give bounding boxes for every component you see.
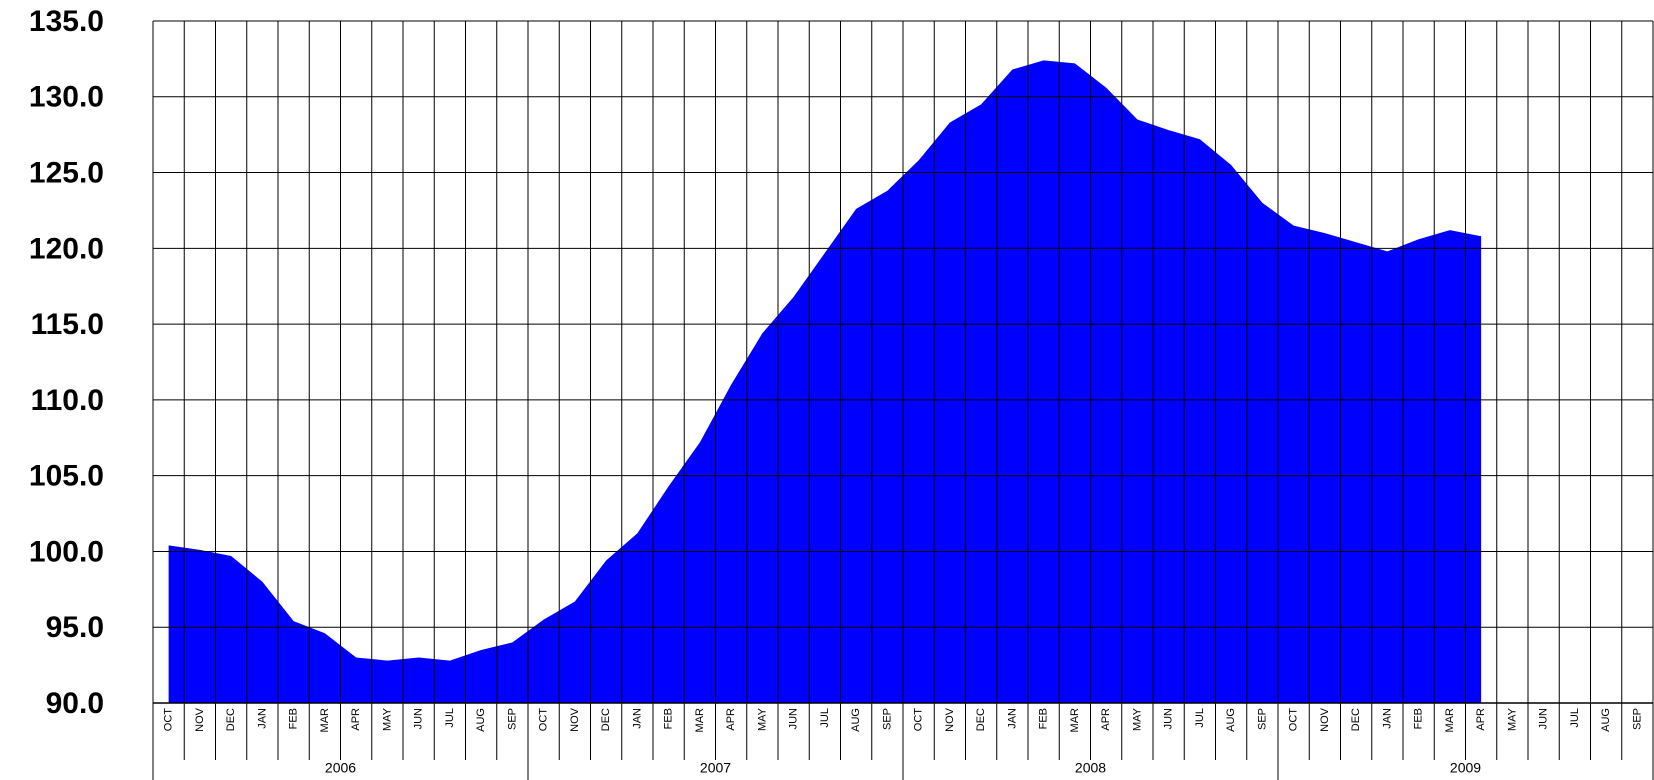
x-tick-label: FEB — [288, 708, 300, 729]
x-tick-label: FEB — [1413, 708, 1425, 729]
year-label: 2008 — [1075, 760, 1106, 776]
area — [168, 60, 1482, 704]
x-tick-label: JUN — [1538, 708, 1550, 729]
x-tick-label: MAR — [319, 708, 331, 733]
x-tick-label: JUL — [1569, 708, 1581, 728]
y-tick-label: 110.0 — [31, 384, 104, 417]
year-label: 2006 — [325, 760, 356, 776]
x-tick-label: MAR — [1444, 708, 1456, 733]
x-tick-label: JUN — [413, 708, 425, 729]
x-tick-label: MAR — [694, 708, 706, 733]
x-tick-label: MAY — [756, 707, 768, 731]
x-tick-label: MAR — [1069, 708, 1081, 733]
x-tick-label: JUN — [788, 708, 800, 729]
x-tick-label: DEC — [600, 708, 612, 731]
x-tick-label: AUG — [1600, 708, 1612, 732]
x-tick-label: JAN — [1006, 708, 1018, 729]
x-tick-label: JUN — [1163, 708, 1175, 729]
y-tick-label: 105.0 — [29, 460, 104, 493]
x-tick-label: NOV — [1319, 707, 1331, 732]
x-tick-label: SEP — [506, 708, 518, 730]
x-tick-label: FEB — [1038, 708, 1050, 729]
x-tick-label: APR — [350, 708, 362, 731]
x-tick-label: NOV — [194, 707, 206, 732]
x-tick-label: OCT — [1288, 708, 1300, 732]
x-tick-label: APR — [1475, 708, 1487, 731]
x-tick-label: SEP — [881, 708, 893, 730]
x-tick-label: DEC — [975, 708, 987, 731]
x-tick-label: JAN — [1381, 708, 1393, 729]
x-tick-label: AUG — [850, 708, 862, 732]
x-tick-label: MAY — [381, 707, 393, 731]
x-tick-label: JAN — [256, 708, 268, 729]
y-tick-label: 90.0 — [46, 687, 104, 720]
x-tick-label: JAN — [631, 708, 643, 729]
y-tick-label: 100.0 — [29, 535, 104, 568]
y-tick-label: 115.0 — [31, 308, 104, 341]
year-label: 2009 — [1450, 760, 1481, 776]
x-tick-label: OCT — [163, 708, 175, 732]
x-tick-label: SEP — [1631, 708, 1643, 730]
x-tick-label: OCT — [913, 708, 925, 732]
x-tick-label: DEC — [225, 708, 237, 731]
y-tick-label: 125.0 — [29, 156, 104, 189]
x-tick-label: APR — [1100, 708, 1112, 731]
x-tick-label: FEB — [663, 708, 675, 729]
x-tick-label: DEC — [1350, 708, 1362, 731]
x-tick-label: MAY — [1506, 707, 1518, 731]
y-tick-label: 95.0 — [46, 611, 104, 644]
x-tick-label: AUG — [475, 708, 487, 732]
x-tick-label: SEP — [1256, 708, 1268, 730]
x-tick-label: NOV — [569, 707, 581, 732]
x-tick-label: APR — [725, 708, 737, 731]
x-tick-label: MAY — [1131, 707, 1143, 731]
x-tick-label: OCT — [538, 708, 550, 732]
y-tick-label: 130.0 — [29, 81, 104, 114]
y-tick-label: 135.0 — [29, 5, 104, 38]
x-tick-label: JUL — [819, 708, 831, 728]
x-tick-label: JUL — [444, 708, 456, 728]
x-tick-label: JUL — [1194, 708, 1206, 728]
x-tick-label: NOV — [944, 707, 956, 732]
x-tick-label: AUG — [1225, 708, 1237, 732]
year-label: 2007 — [700, 760, 731, 776]
y-tick-label: 120.0 — [29, 232, 104, 265]
